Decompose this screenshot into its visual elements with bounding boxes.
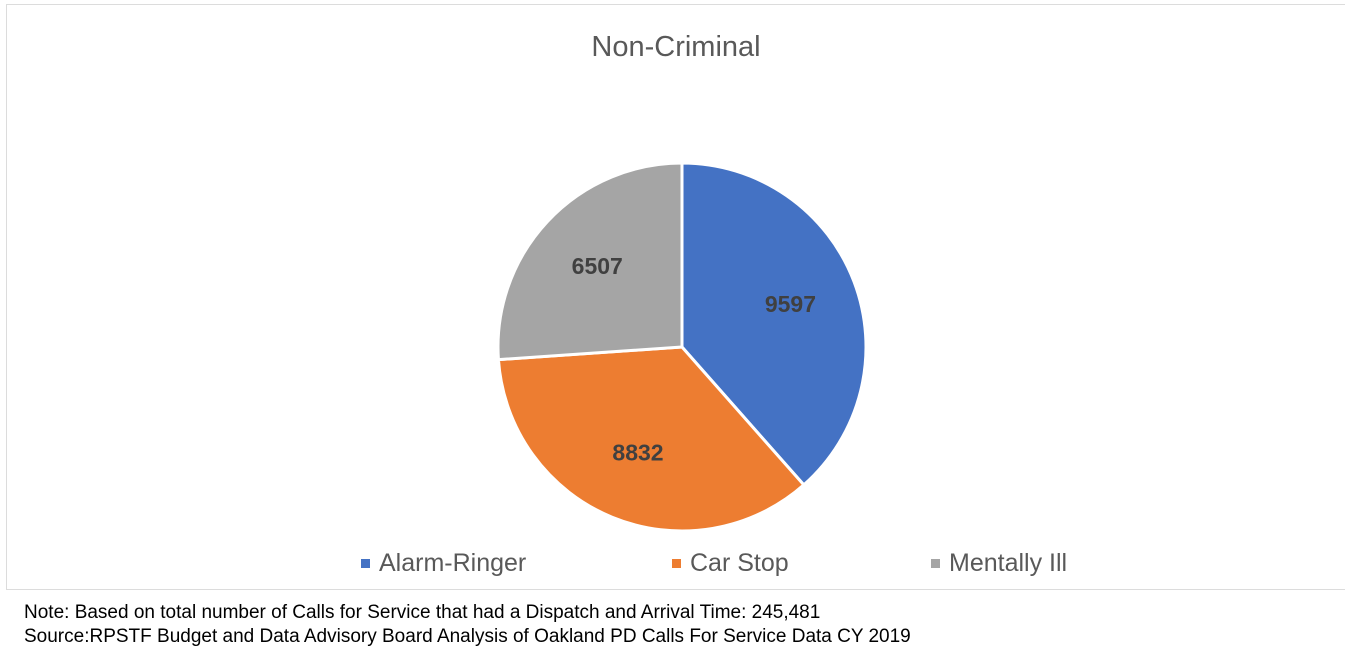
chart-title: Non-Criminal <box>591 31 761 63</box>
data-label-alarm-ringer: 9597 <box>765 291 816 317</box>
source-text: Source:RPSTF Budget and Data Advisory Bo… <box>24 626 911 647</box>
legend-label-car-stop: Car Stop <box>690 549 789 577</box>
legend-item-mentally-ill: Mentally Ill <box>931 549 1067 578</box>
slice-mentally-ill <box>496 161 684 362</box>
legend-swatch-alarm-ringer <box>361 559 370 568</box>
data-label-mentally-ill: 6507 <box>572 253 623 279</box>
slice-alarm-ringer <box>680 161 868 488</box>
data-label-car-stop: 8832 <box>612 439 663 465</box>
legend-item-car-stop: Car Stop <box>672 549 789 578</box>
slice-car-stop <box>496 345 806 533</box>
legend-swatch-mentally-ill <box>931 559 940 568</box>
chart-frame: Non-Criminal 9597 8832 6507 Alarm-Ringer C… <box>6 4 1345 590</box>
legend-swatch-car-stop <box>672 559 681 568</box>
note-text: Note: Based on total number of Calls for… <box>24 602 821 623</box>
legend-label-alarm-ringer: Alarm-Ringer <box>379 549 527 577</box>
legend-item-alarm-ringer: Alarm-Ringer <box>361 549 526 578</box>
pie-chart: 9597 8832 6507 <box>496 161 868 533</box>
legend-label-mentally-ill: Mentally Ill <box>949 549 1068 577</box>
